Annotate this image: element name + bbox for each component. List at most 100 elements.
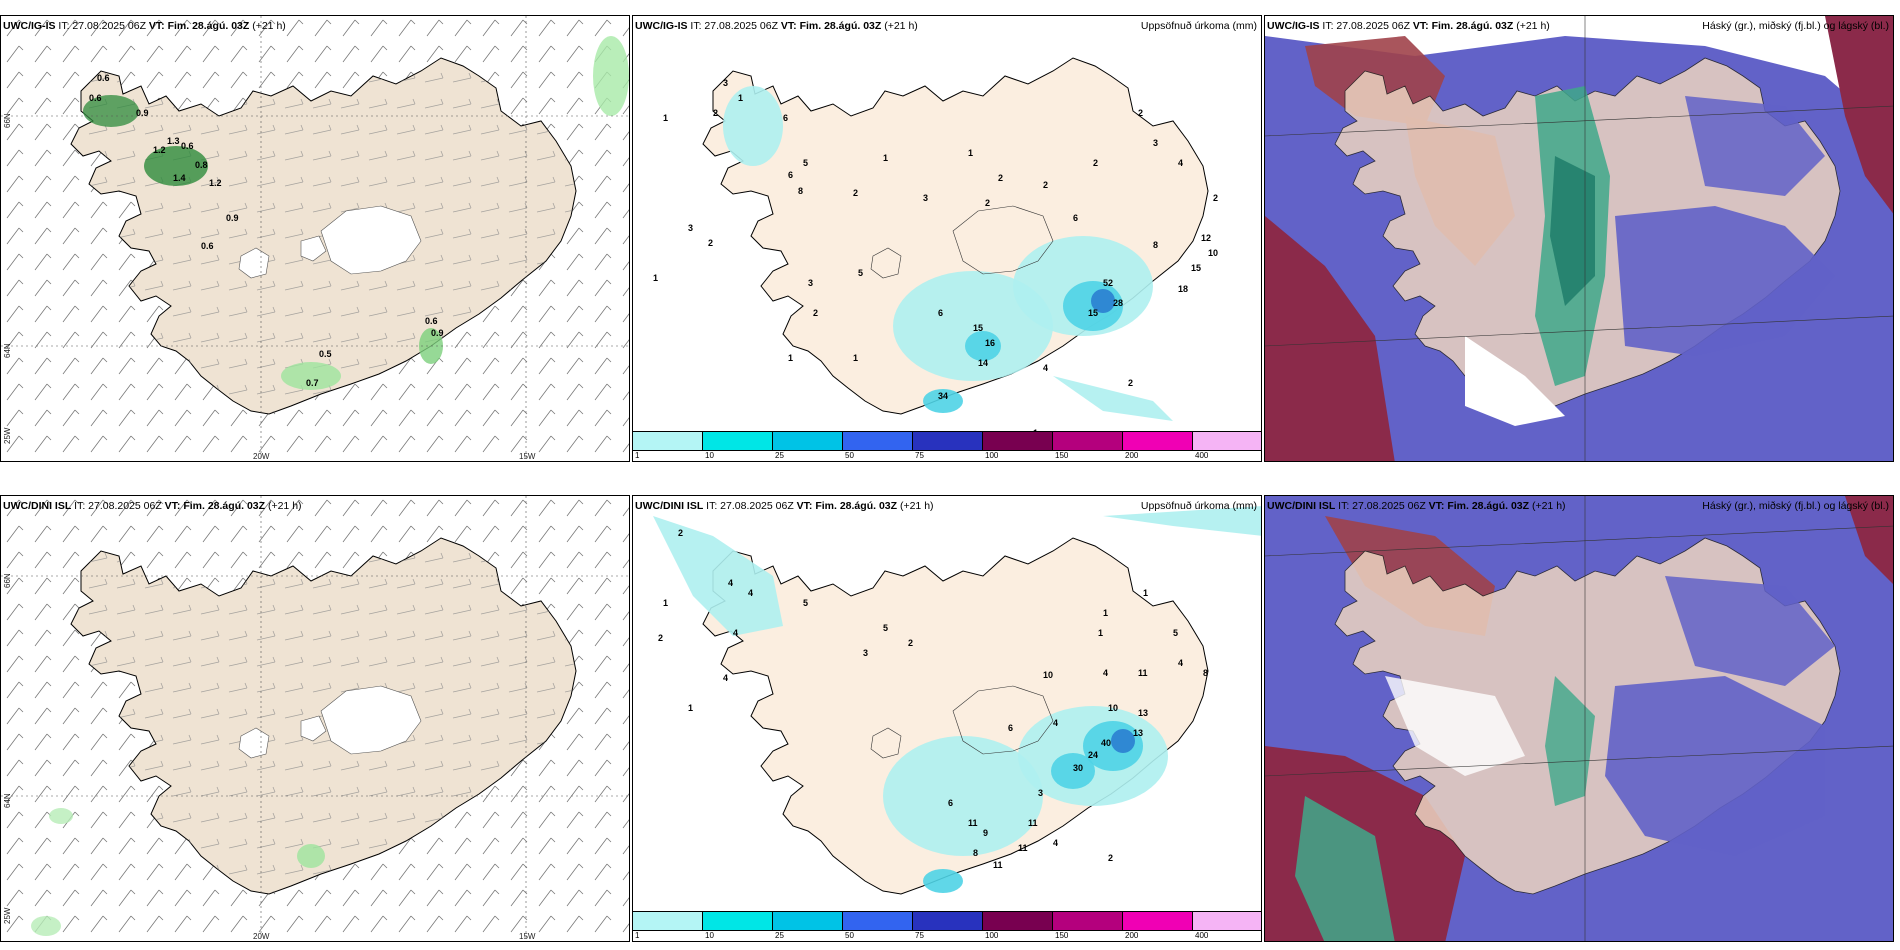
panel-title: UWC/IG-IS IT: 27.08.2025 06Z VT: Fim. 28… [1267, 20, 1550, 32]
svg-text:4: 4 [1053, 718, 1058, 728]
colorbar-swatch [1193, 912, 1261, 930]
map-canvas [1265, 16, 1893, 461]
colorbar-tick: 75 [915, 451, 924, 460]
panel-title: UWC/IG-IS IT: 27.08.2025 06Z VT: Fim. 28… [635, 20, 918, 32]
svg-text:1: 1 [663, 113, 668, 123]
lat-label: 25W [3, 907, 12, 924]
svg-text:13: 13 [1138, 708, 1148, 718]
colorbar-tick: 75 [915, 931, 924, 940]
svg-text:1: 1 [1103, 608, 1108, 618]
precip-value: 0.6 [97, 73, 110, 83]
svg-text:1: 1 [653, 273, 658, 283]
svg-text:2: 2 [985, 198, 990, 208]
svg-text:11: 11 [1018, 843, 1028, 853]
svg-text:14: 14 [978, 358, 988, 368]
svg-text:3: 3 [1153, 138, 1158, 148]
lon-label: 20W [253, 932, 270, 941]
svg-text:3: 3 [723, 78, 728, 88]
colorbar-swatch [983, 912, 1053, 930]
svg-text:5: 5 [803, 158, 808, 168]
svg-text:1: 1 [883, 153, 888, 163]
lat-label: 66N [3, 573, 12, 588]
lon-label: 15W [519, 452, 536, 461]
lon-label: 20W [253, 452, 270, 461]
svg-text:3: 3 [808, 278, 813, 288]
svg-text:1: 1 [788, 353, 793, 363]
panel-title: UWC/IG-IS IT: 27.08.2025 06Z VT: Fim. 28… [3, 20, 286, 32]
svg-text:6: 6 [1008, 723, 1013, 733]
svg-text:24: 24 [1088, 750, 1098, 760]
svg-text:1: 1 [738, 93, 743, 103]
colorbar-swatch [843, 432, 913, 450]
svg-text:3: 3 [863, 648, 868, 658]
lat-label: 64N [3, 793, 12, 808]
colorbar-ticks: 1 10 25 50 75 100 150 200 400 [633, 931, 1261, 941]
svg-text:4: 4 [723, 673, 728, 683]
svg-text:8: 8 [1153, 240, 1158, 250]
svg-text:3: 3 [923, 193, 928, 203]
colorbar-tick: 1 [635, 451, 640, 460]
precip-value: 0.6 [89, 93, 102, 103]
colorbar-tick: 50 [845, 451, 854, 460]
map-panel-r2c1: UWC/DINI ISL IT: 27.08.2025 06Z VT: Fim.… [0, 495, 630, 942]
svg-text:4: 4 [728, 578, 733, 588]
colorbar-tick: 400 [1195, 931, 1209, 940]
svg-text:11: 11 [1138, 668, 1148, 678]
svg-text:5: 5 [858, 268, 863, 278]
colorbar-tick: 1 [635, 931, 640, 940]
svg-text:8: 8 [973, 848, 978, 858]
panel-field-title: Uppsöfnuð úrkoma (mm) [1140, 20, 1257, 32]
svg-text:11: 11 [993, 860, 1003, 870]
svg-text:18: 18 [1178, 284, 1188, 294]
precip-value: 1.2 [153, 145, 166, 155]
colorbar-tick: 200 [1125, 931, 1139, 940]
svg-text:2: 2 [998, 173, 1003, 183]
precip-value: 0.9 [136, 108, 149, 118]
colorbar-swatch [633, 912, 703, 930]
lat-label: 66N [3, 113, 12, 128]
panel-title: UWC/DINI ISL IT: 27.08.2025 06Z VT: Fim.… [3, 500, 302, 512]
svg-text:5: 5 [803, 598, 808, 608]
svg-text:4: 4 [1178, 658, 1183, 668]
lat-label: 25W [3, 427, 12, 444]
svg-text:2: 2 [708, 238, 713, 248]
svg-text:9: 9 [983, 828, 988, 838]
precip-value: 0.6 [181, 141, 194, 151]
colorbar-tick: 400 [1195, 451, 1209, 460]
svg-text:2: 2 [1138, 108, 1143, 118]
colorbar-tick: 150 [1055, 451, 1069, 460]
colorbar-swatch [1053, 432, 1123, 450]
precip-value: 0.6 [201, 241, 214, 251]
precip-labels: 1 3 2 1 6 3 2 1 5 6 8 2 3 1 1 2 2 2 2 2 … [653, 78, 1218, 438]
colorbar-swatch [703, 432, 773, 450]
svg-text:16: 16 [985, 338, 995, 348]
svg-text:2: 2 [1213, 193, 1218, 203]
svg-text:8: 8 [1203, 668, 1208, 678]
svg-text:6: 6 [1073, 213, 1078, 223]
svg-text:1: 1 [853, 353, 858, 363]
precip-value: 0.7 [306, 378, 319, 388]
svg-text:1: 1 [1143, 588, 1148, 598]
colorbar-swatch [1123, 432, 1193, 450]
map-canvas: 1 3 2 1 6 3 2 1 5 6 8 2 3 1 1 2 2 2 2 2 … [633, 16, 1261, 461]
precip-value: 1.2 [209, 178, 222, 188]
svg-text:6: 6 [783, 113, 788, 123]
svg-text:1: 1 [968, 148, 973, 158]
precip-value: 0.9 [431, 328, 444, 338]
colorbar-swatch [913, 912, 983, 930]
svg-text:1: 1 [663, 598, 668, 608]
svg-text:6: 6 [948, 798, 953, 808]
colorbar-swatch [773, 912, 843, 930]
svg-text:8: 8 [798, 186, 803, 196]
precip-value: 1.4 [173, 173, 186, 183]
map-panel-r1c3: UWC/IG-IS IT: 27.08.2025 06Z VT: Fim. 28… [1264, 15, 1894, 462]
map-canvas [1, 496, 629, 941]
svg-text:28: 28 [1113, 298, 1123, 308]
panel-field-title: Háský (gr.), miðský (fj.bl.) og lágský (… [1702, 20, 1889, 32]
svg-text:1: 1 [688, 703, 693, 713]
precip-value: 0.8 [195, 160, 208, 170]
svg-text:2: 2 [813, 308, 818, 318]
svg-text:2: 2 [1108, 853, 1113, 863]
svg-text:13: 13 [1133, 728, 1143, 738]
svg-text:2: 2 [658, 633, 663, 643]
